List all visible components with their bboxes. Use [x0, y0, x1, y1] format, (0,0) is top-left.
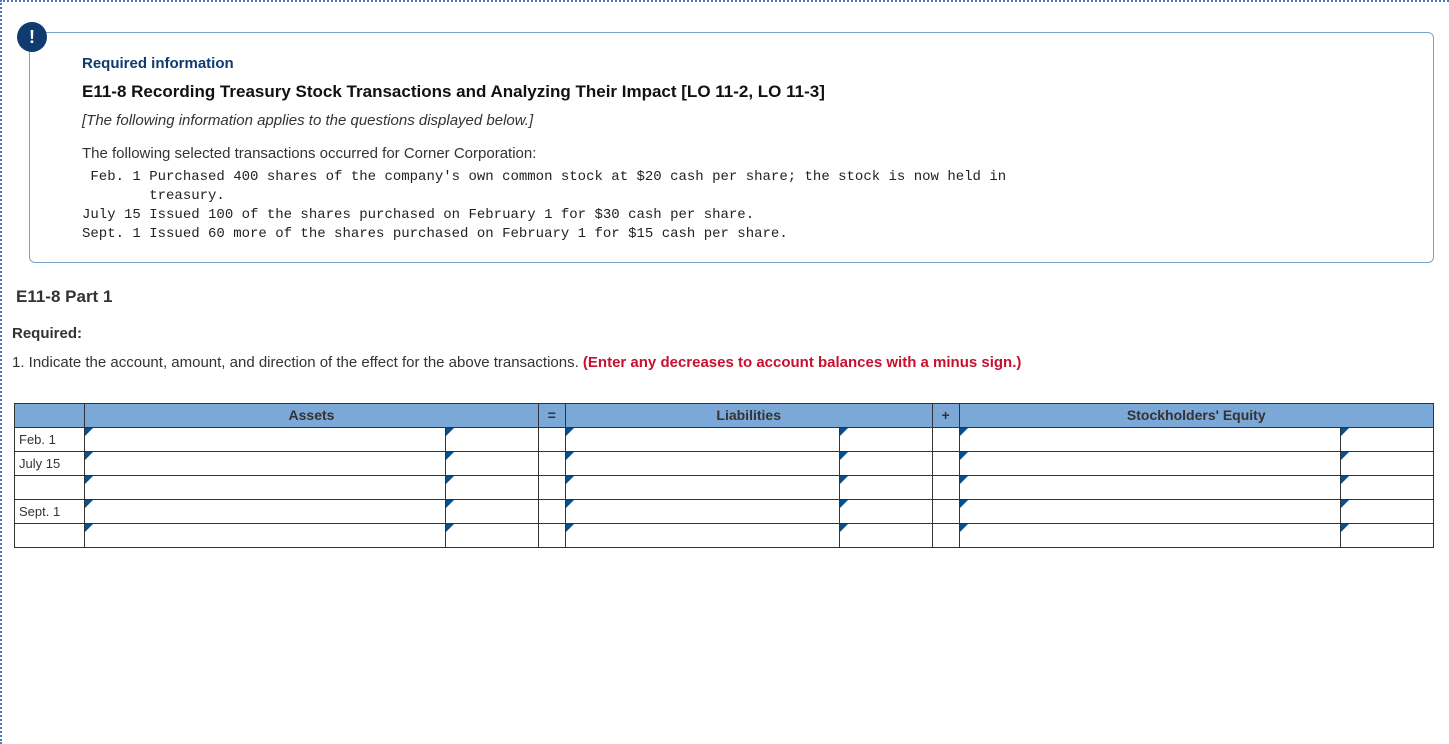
header-stockholders-equity: Stockholders' Equity — [959, 403, 1433, 427]
liabilities-amount-input[interactable] — [839, 475, 932, 499]
header-liabilities: Liabilities — [565, 403, 932, 427]
liabilities-amount-input[interactable] — [839, 523, 932, 547]
assets-account-select[interactable] — [85, 451, 446, 475]
op-cell — [932, 499, 959, 523]
se-account-select[interactable] — [959, 427, 1341, 451]
liabilities-account-select[interactable] — [565, 427, 839, 451]
table-row — [15, 523, 1434, 547]
assets-account-select[interactable] — [85, 475, 446, 499]
instruction-text: 1. Indicate the account, amount, and dir… — [12, 352, 1392, 373]
assets-amount-input[interactable] — [446, 499, 539, 523]
assets-amount-input[interactable] — [446, 475, 539, 499]
op-cell — [932, 451, 959, 475]
assets-account-select[interactable] — [85, 427, 446, 451]
part-title: E11-8 Part 1 — [16, 287, 1449, 307]
se-amount-input[interactable] — [1341, 523, 1434, 547]
assets-account-select[interactable] — [85, 499, 446, 523]
italic-note: [The following information applies to th… — [82, 112, 1391, 129]
se-amount-input[interactable] — [1341, 451, 1434, 475]
table-row: Sept. 1 — [15, 499, 1434, 523]
op-cell — [932, 427, 959, 451]
date-cell — [15, 475, 85, 499]
header-plus: + — [932, 403, 959, 427]
required-label: Required: — [12, 325, 1449, 342]
op-cell — [538, 499, 565, 523]
date-cell: Sept. 1 — [15, 499, 85, 523]
problem-title: E11-8 Recording Treasury Stock Transacti… — [82, 82, 1391, 102]
intro-text: The following selected transactions occu… — [82, 145, 1391, 162]
assets-amount-input[interactable] — [446, 523, 539, 547]
liabilities-account-select[interactable] — [565, 523, 839, 547]
table-row: Feb. 1 — [15, 427, 1434, 451]
op-cell — [538, 475, 565, 499]
op-cell — [538, 427, 565, 451]
table-row: July 15 — [15, 451, 1434, 475]
liabilities-amount-input[interactable] — [839, 427, 932, 451]
table-header-row: Assets = Liabilities + Stockholders' Equ… — [15, 403, 1434, 427]
se-amount-input[interactable] — [1341, 499, 1434, 523]
info-box-wrapper: ! Required information E11-8 Recording T… — [2, 2, 1449, 275]
alert-icon: ! — [17, 22, 47, 52]
date-cell: Feb. 1 — [15, 427, 85, 451]
assets-amount-input[interactable] — [446, 427, 539, 451]
se-account-select[interactable] — [959, 451, 1341, 475]
se-account-select[interactable] — [959, 523, 1341, 547]
op-cell — [538, 451, 565, 475]
date-cell — [15, 523, 85, 547]
transactions-block: Feb. 1 Purchased 400 shares of the compa… — [82, 168, 1391, 244]
required-info-label: Required information — [82, 55, 1391, 72]
header-blank — [15, 403, 85, 427]
se-amount-input[interactable] — [1341, 475, 1434, 499]
page-container: ! Required information E11-8 Recording T… — [0, 0, 1449, 744]
header-assets: Assets — [85, 403, 539, 427]
se-amount-input[interactable] — [1341, 427, 1434, 451]
assets-amount-input[interactable] — [446, 451, 539, 475]
liabilities-account-select[interactable] — [565, 451, 839, 475]
se-account-select[interactable] — [959, 475, 1341, 499]
instruction-warning: (Enter any decreases to account balances… — [583, 354, 1021, 371]
assets-account-select[interactable] — [85, 523, 446, 547]
answer-table: Assets = Liabilities + Stockholders' Equ… — [14, 403, 1434, 548]
se-account-select[interactable] — [959, 499, 1341, 523]
liabilities-account-select[interactable] — [565, 475, 839, 499]
table-body: Feb. 1 July 15 — [15, 427, 1434, 547]
table-row — [15, 475, 1434, 499]
liabilities-amount-input[interactable] — [839, 499, 932, 523]
op-cell — [932, 475, 959, 499]
liabilities-amount-input[interactable] — [839, 451, 932, 475]
instruction-lead: 1. Indicate the account, amount, and dir… — [12, 354, 583, 371]
date-cell: July 15 — [15, 451, 85, 475]
op-cell — [932, 523, 959, 547]
liabilities-account-select[interactable] — [565, 499, 839, 523]
required-info-box: Required information E11-8 Recording Tre… — [29, 32, 1434, 263]
header-equals: = — [538, 403, 565, 427]
op-cell — [538, 523, 565, 547]
